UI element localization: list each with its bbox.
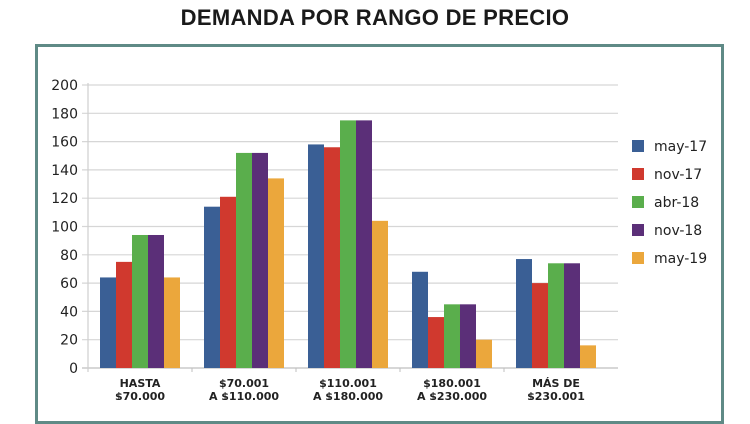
legend-label: may-19 <box>654 251 707 267</box>
legend-swatch-nov-17 <box>632 168 644 180</box>
bar-nov-17-0 <box>116 261 132 368</box>
y-axis-ticks: 0 20 40 60 80 100 120 140 160 180 200 <box>51 78 78 377</box>
bar-may-17-1 <box>204 206 220 368</box>
y-tick-label: 200 <box>51 78 78 94</box>
x-category-label: A $230.000 <box>417 390 487 400</box>
bar-nov-18-4 <box>564 263 580 368</box>
bar-abr-18-3 <box>444 304 460 368</box>
y-tick-label: 0 <box>69 361 78 377</box>
x-category-label: $70.001 <box>219 377 269 390</box>
y-tick-label: 80 <box>60 248 78 264</box>
legend-label: nov-18 <box>654 223 702 239</box>
x-category-label: HASTA <box>120 377 161 390</box>
bar-abr-18-4 <box>548 263 564 368</box>
bar-may-17-4 <box>516 259 532 368</box>
x-category-label: MÁS DE <box>532 377 580 390</box>
x-category-label: $180.001 <box>423 377 481 390</box>
x-category-label: A $180.000 <box>313 390 383 400</box>
x-category-label: A $110.000 <box>209 390 279 400</box>
legend-swatch-abr-18 <box>632 196 644 208</box>
legend-label: may-17 <box>654 139 707 155</box>
y-tick-label: 20 <box>60 333 78 349</box>
y-tick-label: 160 <box>51 135 78 151</box>
y-tick-label: 140 <box>51 163 78 179</box>
bar-abr-18-0 <box>132 234 148 368</box>
legend-label: abr-18 <box>654 195 699 211</box>
bar-nov-17-1 <box>220 196 236 368</box>
x-category-label: $110.001 <box>319 377 377 390</box>
bar-may-19-3 <box>476 339 492 368</box>
bar-may-19-4 <box>580 345 596 368</box>
legend-swatch-nov-18 <box>632 224 644 236</box>
bar-may-19-2 <box>372 220 388 368</box>
x-category-label: $70.000 <box>115 390 165 400</box>
bar-may-17-2 <box>308 144 324 368</box>
bar-nov-18-1 <box>252 152 268 368</box>
bar-may-19-0 <box>164 277 180 368</box>
bar-abr-18-2 <box>340 120 356 368</box>
bar-nov-17-2 <box>324 147 340 368</box>
y-tick-label: 60 <box>60 276 78 292</box>
y-tick-label: 120 <box>51 191 78 207</box>
bar-nov-18-0 <box>148 234 164 368</box>
bar-may-17-0 <box>100 277 116 368</box>
y-tick-label: 100 <box>51 220 78 236</box>
legend-swatch-may-17 <box>632 140 644 152</box>
bar-may-19-1 <box>268 178 284 368</box>
x-category-label: $230.001 <box>527 390 585 400</box>
bar-chart: 0 20 40 60 80 100 120 140 160 180 200 HASTA$70.000… <box>51 78 707 400</box>
bar-nov-18-2 <box>356 120 372 368</box>
legend-swatch-may-19 <box>632 252 644 264</box>
y-tick-label: 40 <box>60 304 78 320</box>
bar-nov-17-4 <box>532 283 548 368</box>
bar-nov-18-3 <box>460 304 476 368</box>
chart-title: DEMANDA POR RANGO DE PRECIO <box>180 5 570 30</box>
legend-label: nov-17 <box>654 167 702 183</box>
bar-nov-17-3 <box>428 317 444 368</box>
bars <box>100 120 596 368</box>
bar-abr-18-1 <box>236 152 252 368</box>
bar-may-17-3 <box>412 271 428 368</box>
legend: may-17 nov-17 abr-18 nov-18 may-19 <box>632 139 707 267</box>
y-tick-label: 180 <box>51 106 78 122</box>
